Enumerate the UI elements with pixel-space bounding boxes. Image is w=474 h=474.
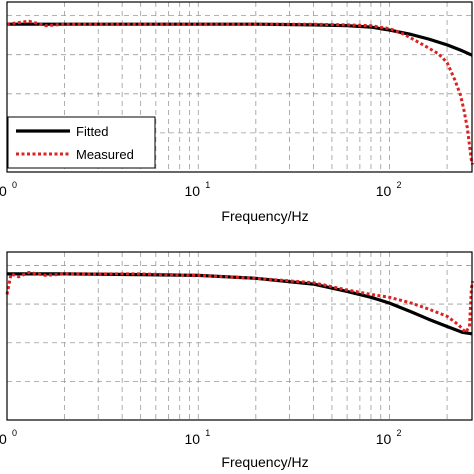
x-tick-label: 10 (376, 183, 392, 199)
axes-frame (6, 251, 473, 421)
x-tick-exponent: 2 (397, 180, 402, 190)
x-tick-label: 10 (0, 183, 7, 199)
x-axis-label: Frequency/Hz (221, 454, 308, 470)
x-tick-exponent: 0 (12, 180, 17, 190)
legend-box (7, 116, 156, 169)
x-axis-label: Frequency/Hz (221, 208, 308, 224)
axes-frame (6, 1, 473, 173)
legend: Fitted Measured (7, 116, 156, 169)
x-tick-label: 10 (184, 183, 200, 199)
x-tick-exponent: 1 (205, 180, 210, 190)
x-tick-exponent: 1 (205, 428, 210, 438)
x-tick-label: 10 (376, 431, 392, 447)
x-tick-label: 10 (184, 431, 200, 447)
legend-label-measured: Measured (76, 147, 134, 162)
x-tick-exponent: 2 (397, 428, 402, 438)
legend-label-fitted: Fitted (76, 124, 109, 139)
x-tick-exponent: 0 (12, 428, 17, 438)
chart-panel-1: 10 0 10 1 10 2 Frequency/Hz Fitted Measured (0, 1, 474, 224)
x-tick-label: 10 (0, 431, 7, 447)
chart-panel-2: 10 0 10 1 10 2 Frequency/Hz (0, 251, 474, 470)
series-line-measured (6, 19, 474, 165)
series-line-measured (5, 271, 474, 334)
plot-area (7, 252, 472, 420)
